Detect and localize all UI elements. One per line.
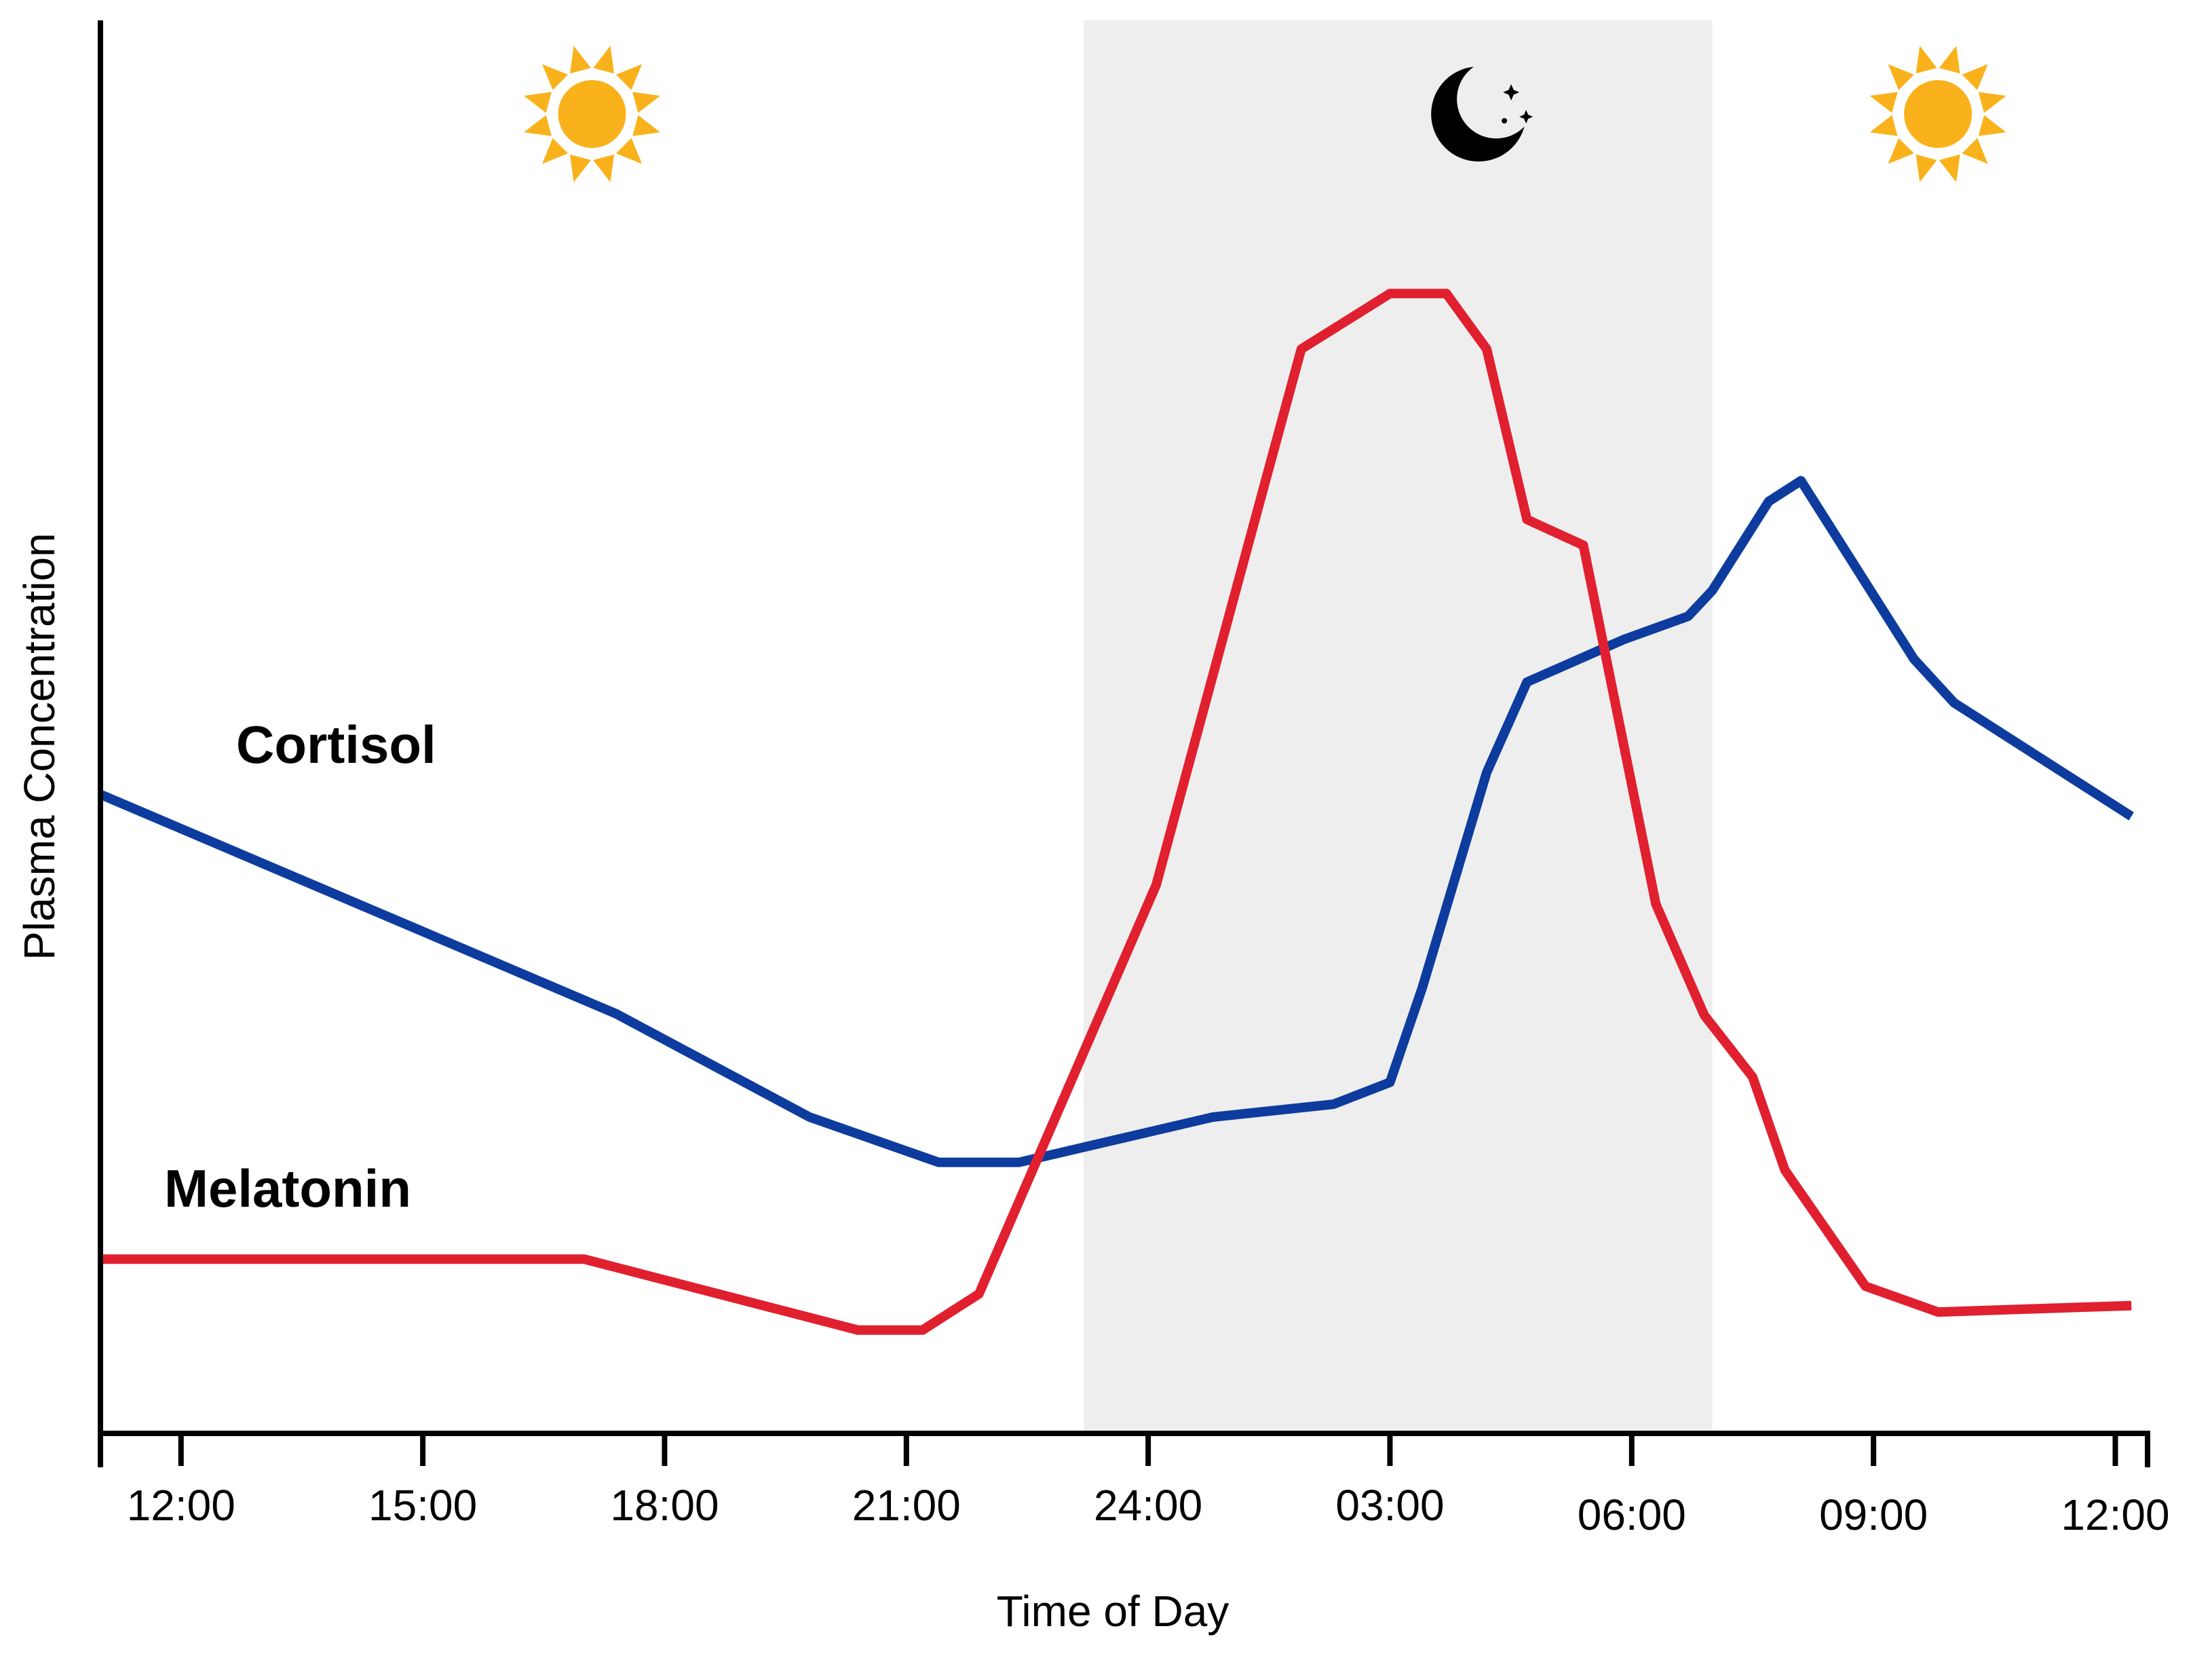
sun-ray	[1962, 64, 1988, 90]
sun-ray	[542, 138, 569, 164]
sun-ray	[1888, 64, 1914, 90]
cortisol-label: Cortisol	[236, 715, 436, 774]
sun-ray	[542, 64, 569, 90]
sun-ray	[1888, 138, 1914, 164]
x-ticks: 12:00 15:00 18:00 21:00 24:00 03:00 06:00 09:00…	[98, 1433, 2170, 1539]
star-glyph	[1503, 84, 1520, 100]
x-tick-label: 06:00	[1578, 1490, 1686, 1539]
sun-ray	[1939, 45, 1960, 74]
series-line-cortisol	[98, 476, 2134, 1167]
star-glyph	[1519, 110, 1533, 124]
sun-ray	[1978, 92, 2006, 113]
series-layer	[98, 288, 2134, 1335]
y-axis-title: Plasma Concentration	[15, 533, 64, 960]
sun-ray	[593, 45, 615, 74]
x-tick-label: 21:00	[852, 1481, 961, 1530]
moon-crescent	[1431, 67, 1527, 162]
sun-ray	[615, 138, 643, 164]
sun-ray	[615, 64, 643, 90]
sun-ray	[524, 92, 552, 113]
sun-ray	[632, 92, 660, 113]
sun-disc	[1904, 80, 1972, 148]
sun-disc	[558, 80, 626, 148]
moon-icon	[1431, 67, 1533, 162]
x-tick-label: 24:00	[1094, 1481, 1202, 1530]
sun-icon	[524, 45, 660, 183]
sun-ray	[570, 45, 591, 74]
x-tick-label: 03:00	[1335, 1481, 1444, 1530]
x-tick-label: 15:00	[368, 1481, 477, 1530]
sun-ray	[1962, 138, 1988, 164]
sun-ray	[524, 115, 552, 136]
icons-layer	[524, 45, 2006, 183]
sun-ray	[1915, 154, 1937, 183]
sun-ray	[1915, 45, 1937, 74]
sun-ray	[632, 115, 660, 136]
x-tick-label: 12:00	[127, 1481, 235, 1530]
star-dot	[1502, 118, 1508, 124]
series-line-melatonin	[100, 288, 2132, 1335]
night-band	[1084, 20, 1713, 1433]
sun-ray	[593, 154, 615, 183]
sun-ray	[1869, 92, 1898, 113]
melatonin-label: Melatonin	[164, 1159, 411, 1218]
sun-ray	[1869, 115, 1898, 136]
x-tick-label: 18:00	[610, 1481, 719, 1530]
sun-ray	[1939, 154, 1960, 183]
x-tick-label: 12:00	[2061, 1490, 2169, 1539]
x-tick-label: 09:00	[1819, 1490, 1928, 1539]
sun-ray	[570, 154, 591, 183]
sun-ray	[1978, 115, 2006, 136]
sun-icon	[1869, 45, 2006, 183]
x-axis-title: Time of Day	[997, 1587, 1229, 1636]
